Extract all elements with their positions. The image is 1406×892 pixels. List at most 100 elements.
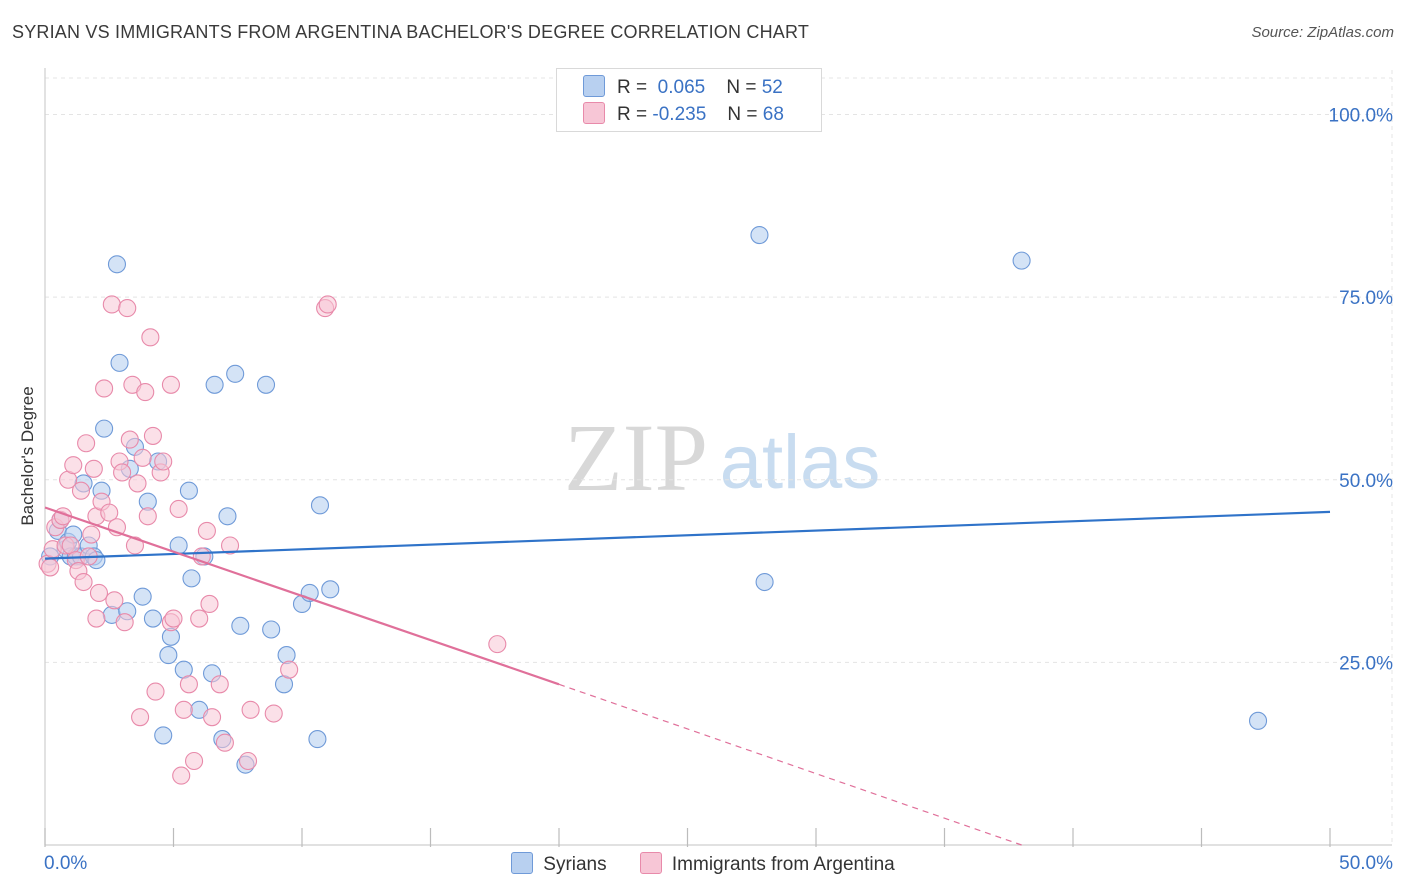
- data-point-argentina: [74, 572, 93, 592]
- trend-line-argentina-extension: [558, 683, 1022, 846]
- data-point-argentina: [488, 635, 507, 654]
- data-point-syrians: [231, 616, 250, 635]
- argentina-n-value: 68: [762, 104, 784, 125]
- data-point-argentina: [118, 299, 137, 318]
- series-argentina: [38, 295, 507, 785]
- y-tick-label: 50.0%: [1339, 471, 1393, 492]
- data-point-argentina: [115, 613, 134, 632]
- data-point-argentina: [128, 474, 147, 493]
- data-point-argentina: [71, 481, 91, 500]
- data-point-syrians: [256, 375, 276, 394]
- chart-title: SYRIAN VS IMMIGRANTS FROM ARGENTINA BACH…: [12, 22, 810, 42]
- data-point-argentina: [190, 609, 209, 628]
- data-point-argentina: [164, 609, 183, 628]
- data-point-syrians: [107, 255, 127, 274]
- data-point-argentina: [133, 448, 152, 467]
- trend-line-syrians: [44, 510, 1331, 560]
- data-point-argentina: [220, 536, 240, 555]
- data-point-syrians: [205, 375, 224, 394]
- data-point-argentina: [138, 507, 157, 526]
- series-legend: Syrians Immigrants from Argentina: [0, 852, 1406, 876]
- data-point-argentina: [210, 675, 229, 694]
- legend-swatch-argentina: [639, 852, 662, 874]
- x-tick-label: 50.0%: [1339, 853, 1393, 874]
- data-point-syrians: [321, 580, 340, 599]
- watermark-zip: ZIP: [564, 404, 708, 511]
- data-point-argentina: [64, 456, 83, 475]
- data-point-syrians: [755, 572, 774, 592]
- data-point-argentina: [280, 660, 299, 679]
- data-point-argentina: [95, 379, 114, 398]
- data-point-argentina: [154, 452, 173, 471]
- data-point-argentina: [172, 766, 191, 785]
- source-label: Source: ZipAtlas.com: [1251, 24, 1394, 41]
- data-point-syrians: [1248, 711, 1268, 730]
- data-point-syrians: [143, 609, 162, 628]
- data-point-syrians: [95, 419, 114, 438]
- data-point-argentina: [143, 426, 162, 445]
- data-point-argentina: [185, 751, 204, 771]
- legend-item-argentina[interactable]: Immigrants from Argentina: [639, 852, 895, 876]
- data-point-syrians: [110, 353, 129, 372]
- watermark: ZIP atlas: [564, 404, 880, 511]
- data-point-argentina: [215, 733, 234, 752]
- data-point-syrians: [182, 569, 201, 588]
- argentina-r-value: -0.235: [652, 104, 707, 125]
- data-point-argentina: [89, 583, 109, 603]
- data-point-argentina: [125, 536, 144, 555]
- data-point-syrians: [310, 496, 330, 515]
- data-point-syrians: [154, 726, 173, 745]
- data-point-syrians: [179, 481, 198, 500]
- y-tick-label: 25.0%: [1339, 653, 1393, 674]
- data-point-argentina: [197, 521, 216, 540]
- legend-item-syrians[interactable]: Syrians: [511, 852, 607, 876]
- y-axis-label: Bachelor's Degree: [18, 386, 37, 525]
- data-point-argentina: [179, 675, 198, 694]
- data-point-argentina: [174, 700, 193, 719]
- data-point-argentina: [203, 708, 222, 727]
- data-point-argentina: [120, 430, 139, 449]
- data-point-argentina: [100, 503, 119, 522]
- legend-row-argentina: R = -0.235 N = 68: [583, 102, 784, 126]
- data-point-argentina: [77, 434, 96, 453]
- data-point-argentina: [169, 499, 188, 519]
- data-point-argentina: [82, 525, 101, 544]
- data-point-argentina: [41, 558, 60, 577]
- data-point-syrians: [308, 730, 327, 749]
- watermark-atlas: atlas: [720, 420, 881, 505]
- trend-line-argentina: [44, 506, 560, 686]
- data-point-syrians: [750, 226, 769, 245]
- data-point-argentina: [146, 682, 165, 701]
- data-point-argentina: [113, 463, 132, 482]
- gridlines: [45, 70, 1393, 845]
- x-tick-label: 0.0%: [44, 853, 87, 874]
- data-point-argentina: [264, 704, 283, 723]
- data-point-argentina: [87, 609, 106, 628]
- data-point-argentina: [200, 594, 219, 613]
- legend-swatch-syrians: [583, 75, 605, 97]
- data-point-argentina: [131, 708, 150, 727]
- data-point-syrians: [133, 587, 152, 606]
- data-point-syrians: [218, 507, 237, 526]
- data-point-argentina: [105, 591, 124, 610]
- data-point-argentina: [102, 295, 121, 314]
- axes: [44, 68, 1392, 847]
- data-point-argentina: [238, 751, 258, 771]
- data-point-argentina: [136, 383, 155, 402]
- data-point-syrians: [159, 646, 178, 665]
- data-point-syrians: [226, 364, 245, 383]
- legend-swatch-argentina: [583, 102, 605, 124]
- y-tick-label: 100.0%: [1329, 106, 1394, 127]
- data-point-argentina: [84, 459, 103, 478]
- data-point-syrians: [262, 620, 281, 639]
- data-point-argentina: [141, 328, 160, 347]
- syrians-r-value: 0.065: [657, 77, 706, 98]
- tick-labels: 25.0% 50.0% 75.0% 100.0% 0.0% 50.0%: [44, 106, 1393, 874]
- data-point-argentina: [161, 375, 180, 394]
- legend-swatch-syrians: [511, 852, 534, 874]
- data-point-argentina: [318, 295, 337, 314]
- stats-legend: R = 0.065 N = 52 R = -0.235 N = 68: [556, 68, 822, 132]
- trend-lines: [44, 506, 1331, 846]
- y-tick-label: 75.0%: [1339, 288, 1393, 309]
